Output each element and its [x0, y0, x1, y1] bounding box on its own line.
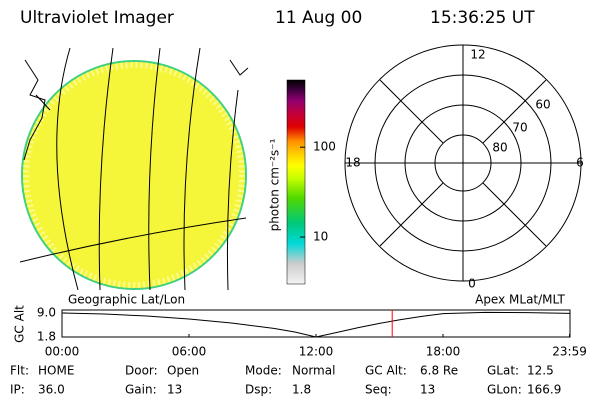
- mlat-label: 70: [512, 121, 527, 135]
- status-value: 6.8 Re: [420, 364, 458, 378]
- status-value: HOME: [38, 364, 74, 378]
- polar-grid: [344, 44, 582, 282]
- colorbar-label: photon cm⁻²s⁻¹: [268, 138, 282, 231]
- status-label: Seq:: [365, 383, 392, 397]
- mlt-label: 18: [345, 156, 360, 170]
- mlt-label: 6: [576, 156, 584, 170]
- status-label: Flt:: [10, 364, 29, 378]
- mlt-label: 0: [468, 277, 476, 291]
- colorbar: [286, 79, 306, 285]
- y-axis-label: GC Alt: [13, 305, 27, 343]
- x-tick-label: 06:00: [172, 345, 207, 359]
- map-label: Geographic Lat/Lon: [68, 293, 185, 307]
- status-label: Mode:: [245, 364, 282, 378]
- x-tick-label: 18:00: [426, 345, 461, 359]
- y-tick-label: 9.0: [37, 306, 56, 320]
- altitude-line: [61, 311, 571, 338]
- status-value: Normal: [292, 364, 335, 378]
- plot-frame: [61, 309, 571, 338]
- colorbar-tick-label: 100: [313, 140, 336, 154]
- status-value: 13: [167, 383, 182, 397]
- status-label: Dsp:: [245, 383, 272, 397]
- x-tick-label: 12:00: [299, 345, 334, 359]
- status-value: 1.8: [292, 383, 311, 397]
- title: Ultraviolet Imager: [20, 8, 174, 28]
- status-value: Open: [167, 364, 199, 378]
- status-value: 166.9: [527, 383, 561, 397]
- status-label: Door:: [125, 364, 158, 378]
- status-value: 13: [420, 383, 435, 397]
- map-label: Apex MLat/MLT: [475, 293, 565, 307]
- date: 11 Aug 00: [275, 8, 362, 28]
- colorbar-tick-label: 10: [313, 230, 328, 244]
- time: 15:36:25 UT: [430, 8, 535, 28]
- mlat-label: 80: [492, 141, 507, 155]
- earth-image: [19, 48, 249, 290]
- status-label: GLat:: [487, 364, 519, 378]
- status-value: 36.0: [38, 383, 65, 397]
- mlat-label: 60: [535, 98, 550, 112]
- status-label: IP:: [10, 383, 25, 397]
- status-label: GC Alt:: [365, 364, 407, 378]
- x-tick-label: 23:59: [552, 345, 587, 359]
- status-value: 12.5: [527, 364, 554, 378]
- status-label: Gain:: [125, 383, 157, 397]
- status-label: GLon:: [487, 383, 522, 397]
- x-tick-label: 00:00: [45, 345, 80, 359]
- mlt-label: 12: [470, 48, 485, 62]
- y-tick-label: 1.8: [37, 330, 56, 344]
